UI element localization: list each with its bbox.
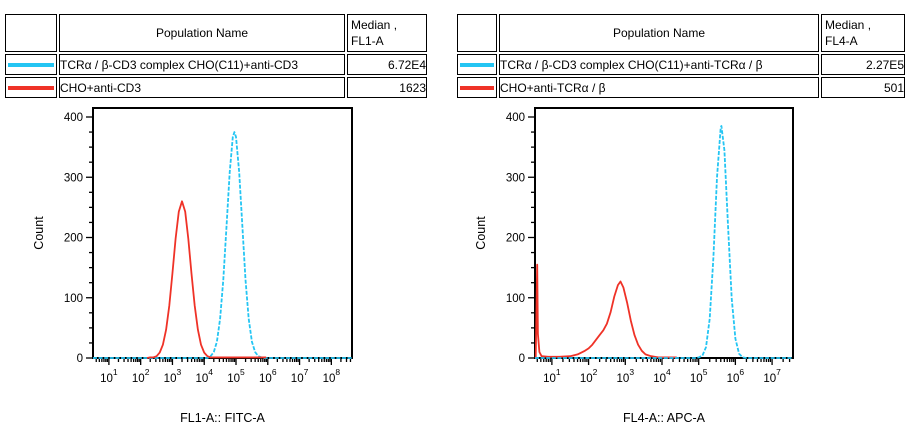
table-header-row: Population Name Median , FL1-A — [5, 14, 427, 52]
flow-histogram-apc: 0 100 200 300 400 101 102 103 104 105 106 107 Count F… — [474, 107, 794, 425]
median-header: Median , FL1-A — [347, 14, 427, 52]
svg-text:105: 105 — [227, 367, 245, 385]
population-name: CHO+anti-CD3 — [59, 77, 345, 98]
table-header-row: Population Name Median , FL4-A — [457, 14, 905, 52]
svg-text:105: 105 — [690, 367, 708, 385]
population-name: TCRα / β-CD3 complex CHO(C11)+anti-CD3 — [59, 54, 345, 75]
svg-text:400: 400 — [506, 112, 525, 124]
svg-text:106: 106 — [259, 367, 277, 385]
population-name: CHO+anti-TCRα / β — [499, 77, 819, 98]
svg-text:FL1-A:: FITC-A: FL1-A:: FITC-A — [180, 411, 265, 425]
red-series-swatch — [460, 85, 494, 90]
population-name: TCRα / β-CD3 complex CHO(C11)+anti-TCRα … — [499, 54, 819, 75]
svg-text:107: 107 — [763, 367, 781, 385]
median-value: 6.72E4 — [347, 54, 427, 75]
table-corner-cell — [5, 14, 57, 52]
svg-text:Count: Count — [32, 216, 46, 250]
cyan-series-swatch — [460, 62, 494, 67]
median-header-line1: Median , — [351, 18, 398, 32]
median-value: 1623 — [347, 77, 427, 98]
median-header-line2: FL1-A — [351, 34, 384, 48]
swatch-cell — [457, 54, 497, 75]
svg-text:0: 0 — [519, 353, 525, 365]
svg-text:104: 104 — [195, 367, 213, 385]
svg-text:100: 100 — [506, 293, 525, 305]
svg-text:FL4-A:: APC-A: FL4-A:: APC-A — [623, 411, 706, 425]
table-row: TCRα / β-CD3 complex CHO(C11)+anti-TCRα … — [457, 54, 905, 75]
population-table-left: Population Name Median , FL1-A TCRα / β-… — [3, 12, 429, 100]
swatch-cell — [5, 54, 57, 75]
svg-text:106: 106 — [727, 367, 745, 385]
svg-text:101: 101 — [543, 367, 561, 385]
median-header-line2: FL4-A — [825, 34, 858, 48]
svg-text:104: 104 — [653, 367, 671, 385]
svg-text:103: 103 — [164, 367, 182, 385]
svg-text:0: 0 — [77, 353, 83, 365]
svg-text:300: 300 — [506, 172, 525, 184]
table-corner-cell — [457, 14, 497, 52]
flow-histogram-fitc: 0 100 200 300 400 101 102 103 104 105 106 107 108 Cou… — [32, 107, 353, 425]
svg-text:300: 300 — [64, 172, 83, 184]
svg-text:400: 400 — [64, 112, 83, 124]
svg-text:107: 107 — [291, 367, 309, 385]
svg-text:200: 200 — [64, 233, 83, 245]
svg-text:100: 100 — [64, 293, 83, 305]
median-header: Median , FL4-A — [821, 14, 905, 52]
swatch-cell — [5, 77, 57, 98]
red-series-swatch — [8, 85, 54, 90]
population-table-right: Population Name Median , FL4-A TCRα / β-… — [455, 12, 907, 100]
svg-text:108: 108 — [323, 367, 341, 385]
svg-text:200: 200 — [506, 233, 525, 245]
median-header-line1: Median , — [825, 18, 872, 32]
swatch-cell — [457, 77, 497, 98]
table-row: CHO+anti-CD3 1623 — [5, 77, 427, 98]
table-row: CHO+anti-TCRα / β 501 — [457, 77, 905, 98]
population-name-header: Population Name — [59, 14, 345, 52]
svg-text:102: 102 — [132, 367, 150, 385]
table-row: TCRα / β-CD3 complex CHO(C11)+anti-CD3 6… — [5, 54, 427, 75]
svg-text:102: 102 — [580, 367, 598, 385]
population-name-header: Population Name — [499, 14, 819, 52]
median-value: 2.27E5 — [821, 54, 905, 75]
svg-text:Count: Count — [474, 216, 488, 250]
svg-text:101: 101 — [100, 367, 118, 385]
median-value: 501 — [821, 77, 905, 98]
svg-text:103: 103 — [617, 367, 635, 385]
cyan-series-swatch — [8, 62, 54, 67]
